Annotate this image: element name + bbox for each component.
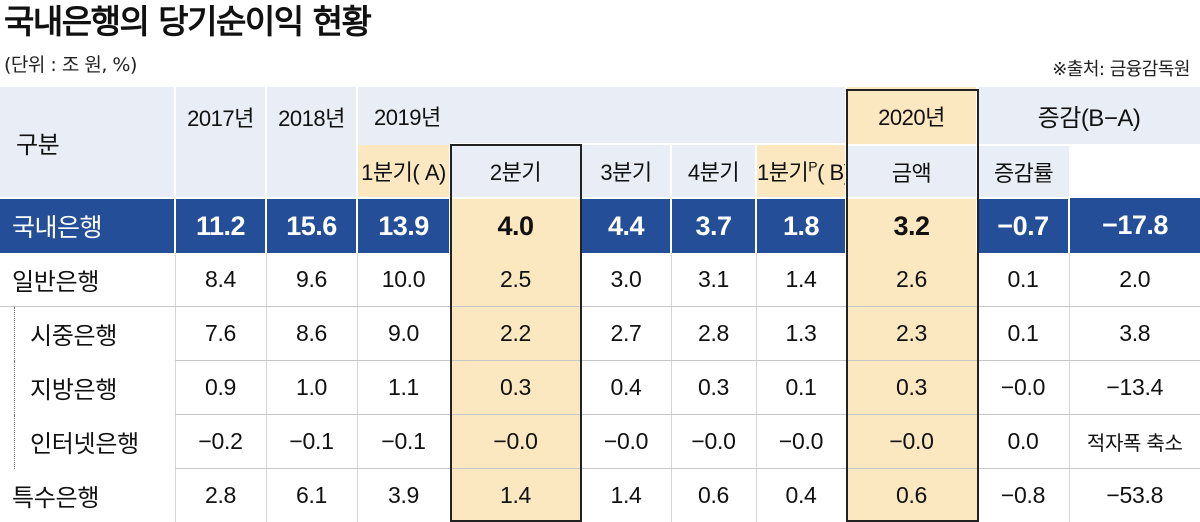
header-rate: 증감률 [977, 145, 1069, 198]
header-q1-b-sup: P [808, 159, 817, 175]
cell-q3: 3.1 [671, 253, 756, 307]
source-note: ※출처: 금융감독원 [1052, 55, 1190, 81]
cell-2017: 2.8 [175, 469, 266, 522]
cell-q1-b: 0.3 [846, 361, 977, 415]
cell-q1-a: −0.0 [450, 415, 581, 469]
cell-2018: 8.6 [266, 307, 357, 361]
cell-q4: 0.1 [756, 361, 846, 415]
cell-2019: 13.9 [357, 198, 450, 253]
cell-q2: 0.4 [581, 361, 671, 415]
header-2018: 2018년 [266, 87, 357, 198]
cell-2018: 6.1 [266, 469, 357, 522]
cell-2019: 10.0 [357, 253, 450, 307]
header-2019: 2019년 [357, 87, 846, 145]
header-2019-divider [451, 143, 845, 145]
row-label: 지방은행 [0, 361, 175, 415]
cell-q2: 1.4 [581, 469, 671, 522]
cell-q1-b: −0.0 [846, 415, 977, 469]
cell-2017: 0.9 [175, 361, 266, 415]
header-q1-a: 1분기( A) [357, 145, 450, 198]
cell-q3: −0.0 [671, 415, 756, 469]
cell-q4: −0.0 [756, 415, 846, 469]
header-q1-b: 1분기P( B) [756, 145, 846, 198]
table-row-total: 국내은행 11.2 15.6 13.9 4.0 4.4 3.7 1.8 3.2 … [0, 198, 1200, 253]
header-2019-label: 2019년 [374, 105, 441, 130]
cell-q2: −0.0 [581, 415, 671, 469]
cell-q1-b: 2.3 [846, 307, 977, 361]
cell-q1-b: 0.6 [846, 469, 977, 522]
header-q3: 3분기 [581, 145, 671, 198]
cell-rate: −17.8 [1069, 198, 1200, 253]
cell-rate: 2.0 [1069, 253, 1200, 307]
cell-2019: 9.0 [357, 307, 450, 361]
header-amount: 금액 [846, 145, 977, 198]
row-label: 일반은행 [0, 253, 175, 307]
cell-rate: 3.8 [1069, 307, 1200, 361]
cell-q1-b: 3.2 [846, 198, 977, 253]
header-2020: 2020년 [846, 87, 977, 145]
cell-q1-a: 4.0 [450, 198, 581, 253]
table-container: 구분 2017년 2018년 2019년 2020년 증감(B−A) 1분기( … [0, 87, 1200, 521]
cell-q4: 1.3 [756, 307, 846, 361]
cell-q1-a: 0.3 [450, 361, 581, 415]
cell-amount: −0.8 [977, 469, 1069, 522]
cell-amount: 0.1 [977, 253, 1069, 307]
header-2017: 2017년 [175, 87, 266, 198]
cell-q2: 2.7 [581, 307, 671, 361]
table-row: 지방은행 0.9 1.0 1.1 0.3 0.4 0.3 0.1 0.3 −0.… [0, 361, 1200, 415]
cell-q4: 1.4 [756, 253, 846, 307]
cell-q4: 1.8 [756, 198, 846, 253]
cell-q3: 0.3 [671, 361, 756, 415]
header-q4: 4분기 [671, 145, 756, 198]
header-q1-b-label: 1분기 [757, 160, 808, 185]
cell-2018: −0.1 [266, 415, 357, 469]
cell-q2: 3.0 [581, 253, 671, 307]
cell-rate: 적자폭 축소 [1069, 415, 1200, 469]
net-income-table: 구분 2017년 2018년 2019년 2020년 증감(B−A) 1분기( … [0, 87, 1200, 522]
row-label: 국내은행 [0, 198, 175, 253]
table-row: 인터넷은행 −0.2 −0.1 −0.1 −0.0 −0.0 −0.0 −0.0… [0, 415, 1200, 469]
cell-q1-a: 2.5 [450, 253, 581, 307]
cell-amount: 0.0 [977, 415, 1069, 469]
cell-2019: 1.1 [357, 361, 450, 415]
cell-q1-a: 1.4 [450, 469, 581, 522]
row-label: 인터넷은행 [0, 415, 175, 469]
row-label: 특수은행 [0, 469, 175, 522]
page-title: 국내은행의 당기순이익 현황 [4, 2, 370, 42]
cell-2017: 7.6 [175, 307, 266, 361]
cell-q4: 0.4 [756, 469, 846, 522]
cell-rate: −13.4 [1069, 361, 1200, 415]
cell-rate: −53.8 [1069, 469, 1200, 522]
cell-q1-b: 2.6 [846, 253, 977, 307]
cell-q3: 3.7 [671, 198, 756, 253]
cell-2019: 3.9 [357, 469, 450, 522]
cell-2018: 9.6 [266, 253, 357, 307]
header-change: 증감(B−A) [977, 87, 1200, 145]
unit-note: (단위 : 조 원, %) [4, 50, 137, 77]
cell-2019: −0.1 [357, 415, 450, 469]
cell-q2: 4.4 [581, 198, 671, 253]
cell-amount: −0.7 [977, 198, 1069, 253]
cell-amount: 0.1 [977, 307, 1069, 361]
cell-amount: −0.0 [977, 361, 1069, 415]
cell-q3: 2.8 [671, 307, 756, 361]
cell-2017: 11.2 [175, 198, 266, 253]
header-category: 구분 [0, 87, 175, 198]
header-q2: 2분기 [450, 145, 581, 198]
table-row: 시중은행 7.6 8.6 9.0 2.2 2.7 2.8 1.3 2.3 0.1… [0, 307, 1200, 361]
cell-2018: 1.0 [266, 361, 357, 415]
cell-2017: 8.4 [175, 253, 266, 307]
row-label: 시중은행 [0, 307, 175, 361]
cell-q1-a: 2.2 [450, 307, 581, 361]
cell-q3: 0.6 [671, 469, 756, 522]
cell-2017: −0.2 [175, 415, 266, 469]
table-row: 일반은행 8.4 9.6 10.0 2.5 3.0 3.1 1.4 2.6 0.… [0, 253, 1200, 307]
table-row: 특수은행 2.8 6.1 3.9 1.4 1.4 0.6 0.4 0.6 −0.… [0, 469, 1200, 522]
header-q1-b-suffix: ( B) [817, 160, 846, 185]
cell-2018: 15.6 [266, 198, 357, 253]
